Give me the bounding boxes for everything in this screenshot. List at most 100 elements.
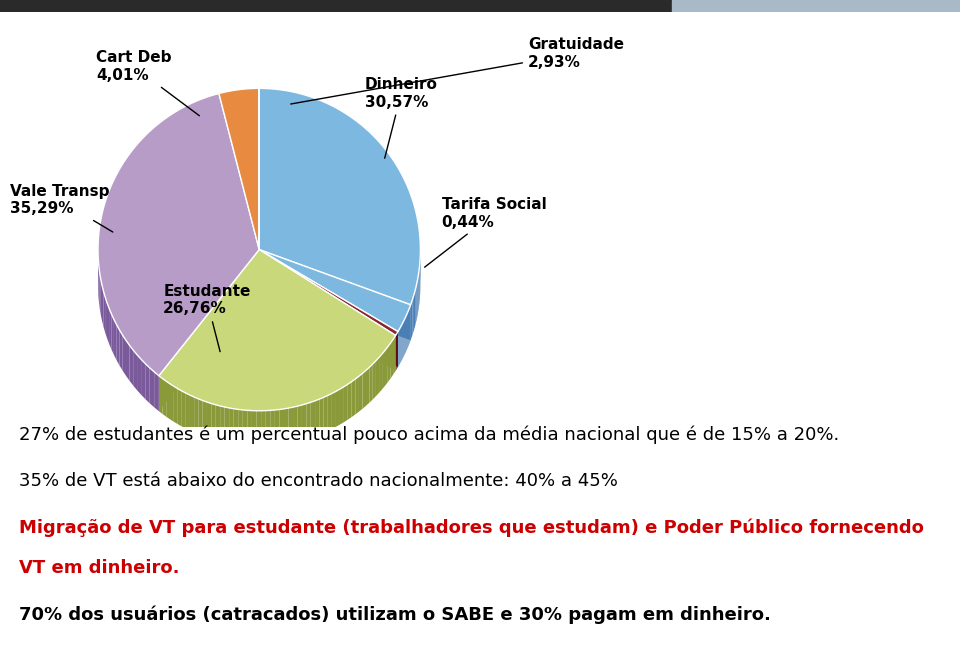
Polygon shape <box>105 297 107 338</box>
Text: Vale Transp
35,29%: Vale Transp 35,29% <box>10 184 113 232</box>
Polygon shape <box>111 314 114 355</box>
Polygon shape <box>289 407 293 444</box>
Polygon shape <box>320 398 324 435</box>
Polygon shape <box>186 393 190 431</box>
Polygon shape <box>109 308 111 350</box>
Polygon shape <box>271 410 275 446</box>
Polygon shape <box>100 219 101 260</box>
Polygon shape <box>379 354 382 393</box>
Polygon shape <box>411 300 413 340</box>
Polygon shape <box>363 370 366 409</box>
Polygon shape <box>199 399 203 436</box>
Polygon shape <box>181 391 186 429</box>
Polygon shape <box>248 410 252 446</box>
Polygon shape <box>413 201 415 242</box>
Polygon shape <box>416 212 417 252</box>
Text: Gratuidade
2,93%: Gratuidade 2,93% <box>291 37 624 104</box>
Text: VT em dinheiro.: VT em dinheiro. <box>19 559 180 577</box>
Polygon shape <box>259 249 396 371</box>
Polygon shape <box>114 319 116 360</box>
Polygon shape <box>417 279 418 320</box>
Polygon shape <box>348 382 351 420</box>
Polygon shape <box>252 411 256 446</box>
Polygon shape <box>359 374 363 412</box>
Polygon shape <box>207 402 211 439</box>
Polygon shape <box>104 291 105 332</box>
Polygon shape <box>102 285 104 326</box>
Polygon shape <box>155 372 158 411</box>
Polygon shape <box>126 340 130 381</box>
Polygon shape <box>123 336 126 376</box>
Polygon shape <box>219 89 259 249</box>
Polygon shape <box>344 384 348 422</box>
Polygon shape <box>98 93 259 376</box>
Polygon shape <box>101 279 102 321</box>
Bar <box>672 0 960 12</box>
Polygon shape <box>394 336 396 375</box>
Polygon shape <box>298 405 302 442</box>
Polygon shape <box>413 295 414 336</box>
Polygon shape <box>145 364 150 404</box>
Polygon shape <box>120 330 123 371</box>
Polygon shape <box>332 392 336 429</box>
Text: 70% dos usuários (catracados) utilizam o SABE e 30% pagam em dinheiro.: 70% dos usuários (catracados) utilizam o… <box>19 605 771 624</box>
Polygon shape <box>355 376 359 414</box>
Polygon shape <box>340 387 344 424</box>
Polygon shape <box>414 289 416 330</box>
Polygon shape <box>203 400 207 438</box>
Polygon shape <box>158 249 396 411</box>
Polygon shape <box>336 389 340 427</box>
Polygon shape <box>261 411 266 446</box>
Polygon shape <box>158 249 259 411</box>
Text: Dinheiro
30,57%: Dinheiro 30,57% <box>365 77 438 158</box>
Polygon shape <box>376 358 379 396</box>
Polygon shape <box>137 355 141 395</box>
Polygon shape <box>130 346 133 386</box>
Polygon shape <box>279 409 284 445</box>
Polygon shape <box>302 404 306 440</box>
Polygon shape <box>385 347 388 386</box>
Polygon shape <box>259 249 411 331</box>
Polygon shape <box>104 201 106 243</box>
Text: Estudante
26,76%: Estudante 26,76% <box>163 284 251 352</box>
Polygon shape <box>366 368 370 406</box>
Polygon shape <box>351 379 355 417</box>
Polygon shape <box>178 389 181 426</box>
Polygon shape <box>311 401 315 438</box>
Polygon shape <box>259 89 420 305</box>
Polygon shape <box>391 340 394 378</box>
Polygon shape <box>306 402 311 439</box>
Polygon shape <box>327 394 332 431</box>
Text: Migração de VT para estudante (trabalhadores que estudam) e Poder Público fornec: Migração de VT para estudante (trabalhad… <box>19 518 924 537</box>
Polygon shape <box>116 325 120 366</box>
Polygon shape <box>133 350 137 390</box>
Polygon shape <box>174 386 178 424</box>
Polygon shape <box>101 213 102 254</box>
Polygon shape <box>417 217 418 257</box>
Polygon shape <box>162 379 166 417</box>
Polygon shape <box>220 406 225 442</box>
Polygon shape <box>324 396 327 433</box>
Polygon shape <box>219 93 259 285</box>
Polygon shape <box>259 249 411 340</box>
Bar <box>0 0 672 12</box>
Polygon shape <box>102 207 104 249</box>
Polygon shape <box>225 407 229 444</box>
Polygon shape <box>238 410 243 446</box>
Polygon shape <box>216 405 220 442</box>
Text: Tarifa Social
0,44%: Tarifa Social 0,44% <box>424 197 546 267</box>
Polygon shape <box>211 404 216 440</box>
Polygon shape <box>284 408 289 444</box>
Polygon shape <box>233 409 238 445</box>
Polygon shape <box>150 368 155 408</box>
Polygon shape <box>275 410 279 446</box>
Polygon shape <box>293 406 298 443</box>
Polygon shape <box>415 207 416 247</box>
Polygon shape <box>158 376 162 414</box>
Polygon shape <box>194 397 199 434</box>
Polygon shape <box>141 360 145 399</box>
Polygon shape <box>166 382 170 420</box>
Polygon shape <box>382 350 385 390</box>
Polygon shape <box>416 285 417 325</box>
Polygon shape <box>107 303 109 344</box>
